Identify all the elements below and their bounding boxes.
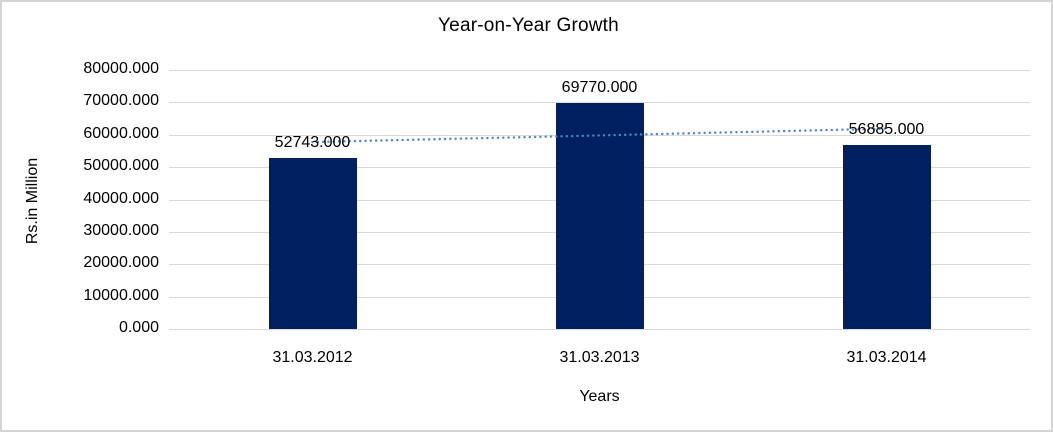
bar-value-label: 52743.000 — [274, 134, 351, 152]
y-axis-tick-label: 40000.000 — [83, 189, 159, 207]
y-axis-tick-label: 80000.000 — [83, 60, 159, 77]
y-axis-tick-label: 60000.000 — [83, 124, 159, 142]
y-axis-tick-label: 70000.000 — [83, 92, 159, 110]
bar — [555, 103, 644, 329]
bar-value-label: 56885.000 — [848, 120, 925, 138]
y-axis-tick-label: 30000.000 — [83, 221, 159, 239]
gridline — [169, 102, 1030, 104]
gridline — [169, 70, 1030, 71]
x-axis-category-label: 31.03.2013 — [559, 349, 640, 366]
y-axis-tick-label: 50000.000 — [83, 157, 159, 175]
y-axis-tick-label: 10000.000 — [83, 286, 159, 304]
y-axis-tick-label: 20000.000 — [83, 254, 159, 272]
chart-title: Year-on-Year Growth — [438, 15, 619, 36]
bar — [842, 144, 931, 329]
bar-value-label: 69770.000 — [561, 79, 638, 97]
x-axis-category-label: 31.03.2014 — [846, 349, 927, 366]
y-axis-tick-label: 0.000 — [118, 319, 159, 336]
bar — [268, 158, 357, 329]
gridline — [169, 329, 1030, 330]
x-axis-category-label: 31.03.2012 — [272, 349, 353, 366]
x-axis-title: Years — [579, 388, 620, 405]
